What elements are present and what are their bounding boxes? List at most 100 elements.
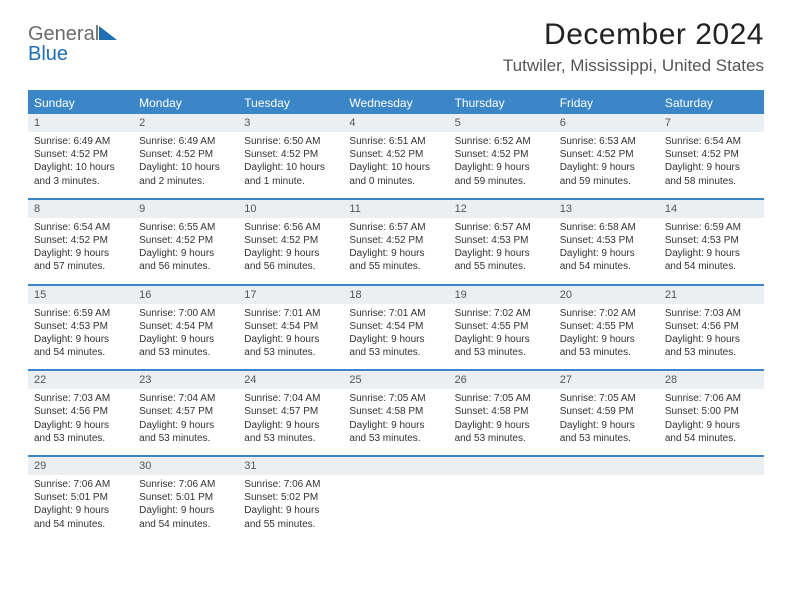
detail-line-d2: and 53 minutes. — [455, 432, 548, 445]
day-cell: 22Sunrise: 7:03 AMSunset: 4:56 PMDayligh… — [28, 371, 133, 455]
day-number — [659, 457, 764, 475]
day-number: 14 — [659, 200, 764, 218]
detail-line-d2: and 59 minutes. — [560, 175, 653, 188]
detail-line-sr: Sunrise: 7:06 AM — [139, 478, 232, 491]
detail-line-d1: Daylight: 10 hours — [244, 161, 337, 174]
detail-line-d1: Daylight: 9 hours — [455, 247, 548, 260]
dow-monday: Monday — [133, 92, 238, 114]
detail-line-d2: and 0 minutes. — [349, 175, 442, 188]
detail-line-ss: Sunset: 4:57 PM — [244, 405, 337, 418]
detail-line-ss: Sunset: 4:59 PM — [560, 405, 653, 418]
detail-line-sr: Sunrise: 7:05 AM — [560, 392, 653, 405]
detail-line-d2: and 53 minutes. — [139, 432, 232, 445]
day-number — [343, 457, 448, 475]
detail-line-sr: Sunrise: 6:49 AM — [34, 135, 127, 148]
detail-line-d2: and 1 minute. — [244, 175, 337, 188]
detail-line-d1: Daylight: 9 hours — [560, 247, 653, 260]
detail-line-sr: Sunrise: 7:00 AM — [139, 307, 232, 320]
day-cell: 29Sunrise: 7:06 AMSunset: 5:01 PMDayligh… — [28, 457, 133, 541]
detail-line-d2: and 59 minutes. — [455, 175, 548, 188]
day-number: 26 — [449, 371, 554, 389]
week-row: 29Sunrise: 7:06 AMSunset: 5:01 PMDayligh… — [28, 455, 764, 541]
detail-line-d2: and 54 minutes. — [34, 518, 127, 531]
detail-line-ss: Sunset: 4:56 PM — [34, 405, 127, 418]
day-cell: 30Sunrise: 7:06 AMSunset: 5:01 PMDayligh… — [133, 457, 238, 541]
day-cell: 15Sunrise: 6:59 AMSunset: 4:53 PMDayligh… — [28, 286, 133, 370]
day-cell: 6Sunrise: 6:53 AMSunset: 4:52 PMDaylight… — [554, 114, 659, 198]
day-number: 20 — [554, 286, 659, 304]
day-details: Sunrise: 7:05 AMSunset: 4:59 PMDaylight:… — [554, 389, 659, 455]
detail-line-ss: Sunset: 4:58 PM — [349, 405, 442, 418]
detail-line-sr: Sunrise: 6:52 AM — [455, 135, 548, 148]
day-details: Sunrise: 6:59 AMSunset: 4:53 PMDaylight:… — [659, 218, 764, 284]
day-cell — [659, 457, 764, 541]
detail-line-d2: and 56 minutes. — [139, 260, 232, 273]
detail-line-ss: Sunset: 4:53 PM — [665, 234, 758, 247]
detail-line-d2: and 53 minutes. — [560, 346, 653, 359]
day-number: 19 — [449, 286, 554, 304]
day-number: 8 — [28, 200, 133, 218]
detail-line-d2: and 57 minutes. — [34, 260, 127, 273]
day-details: Sunrise: 6:50 AMSunset: 4:52 PMDaylight:… — [238, 132, 343, 198]
detail-line-d2: and 53 minutes. — [560, 432, 653, 445]
brand-text: General Blue — [28, 24, 99, 64]
detail-line-d2: and 54 minutes. — [665, 260, 758, 273]
detail-line-d2: and 53 minutes. — [665, 346, 758, 359]
detail-line-d1: Daylight: 10 hours — [139, 161, 232, 174]
day-cell: 11 Sunrise: 6:57 AMSunset: 4:52 PMDayligh… — [343, 200, 448, 284]
detail-line-sr: Sunrise: 6:57 AM — [349, 221, 442, 234]
detail-line-ss: Sunset: 4:57 PM — [139, 405, 232, 418]
detail-line-ss: Sunset: 4:53 PM — [455, 234, 548, 247]
detail-line-sr: Sunrise: 6:54 AM — [665, 135, 758, 148]
detail-line-d2: and 2 minutes. — [139, 175, 232, 188]
detail-line-d2: and 53 minutes. — [244, 432, 337, 445]
day-details: Sunrise: 6:51 AMSunset: 4:52 PMDaylight:… — [343, 132, 448, 198]
detail-line-sr: Sunrise: 7:05 AM — [455, 392, 548, 405]
detail-line-sr: Sunrise: 7:06 AM — [665, 392, 758, 405]
day-number: 13 — [554, 200, 659, 218]
detail-line-ss: Sunset: 4:54 PM — [244, 320, 337, 333]
detail-line-d2: and 53 minutes. — [34, 432, 127, 445]
day-details: Sunrise: 6:59 AMSunset: 4:53 PMDaylight:… — [28, 304, 133, 370]
day-cell: 12Sunrise: 6:57 AMSunset: 4:53 PMDayligh… — [449, 200, 554, 284]
detail-line-sr: Sunrise: 6:49 AM — [139, 135, 232, 148]
detail-line-d1: Daylight: 9 hours — [349, 247, 442, 260]
detail-line-d2: and 53 minutes. — [349, 432, 442, 445]
day-cell: 26Sunrise: 7:05 AMSunset: 4:58 PMDayligh… — [449, 371, 554, 455]
brand-logo: General Blue — [28, 18, 117, 64]
day-cell: 9Sunrise: 6:55 AMSunset: 4:52 PMDaylight… — [133, 200, 238, 284]
week-row: 15Sunrise: 6:59 AMSunset: 4:53 PMDayligh… — [28, 284, 764, 370]
detail-line-sr: Sunrise: 6:54 AM — [34, 221, 127, 234]
day-number: 23 — [133, 371, 238, 389]
detail-line-d2: and 55 minutes. — [349, 260, 442, 273]
page-title: December 2024 — [503, 18, 764, 52]
detail-line-d2: and 54 minutes. — [34, 346, 127, 359]
day-details: Sunrise: 6:53 AMSunset: 4:52 PMDaylight:… — [554, 132, 659, 198]
day-cell: 16Sunrise: 7:00 AMSunset: 4:54 PMDayligh… — [133, 286, 238, 370]
day-details: Sunrise: 7:06 AMSunset: 5:02 PMDaylight:… — [238, 475, 343, 541]
dow-thursday: Thursday — [449, 92, 554, 114]
detail-line-ss: Sunset: 4:52 PM — [244, 148, 337, 161]
detail-line-sr: Sunrise: 6:57 AM — [455, 221, 548, 234]
day-details: Sunrise: 6:54 AMSunset: 4:52 PMDaylight:… — [28, 218, 133, 284]
detail-line-sr: Sunrise: 7:04 AM — [244, 392, 337, 405]
detail-line-d2: and 55 minutes. — [455, 260, 548, 273]
day-cell: 18Sunrise: 7:01 AMSunset: 4:54 PMDayligh… — [343, 286, 448, 370]
detail-line-d2: and 53 minutes. — [455, 346, 548, 359]
day-number: 15 — [28, 286, 133, 304]
day-cell: 19Sunrise: 7:02 AMSunset: 4:55 PMDayligh… — [449, 286, 554, 370]
detail-line-ss: Sunset: 4:52 PM — [349, 148, 442, 161]
calendar-page: General Blue December 2024 Tutwiler, Mis… — [0, 0, 792, 541]
detail-line-ss: Sunset: 4:55 PM — [560, 320, 653, 333]
detail-line-ss: Sunset: 4:52 PM — [349, 234, 442, 247]
dow-friday: Friday — [554, 92, 659, 114]
day-details: Sunrise: 7:06 AMSunset: 5:01 PMDaylight:… — [28, 475, 133, 541]
day-number: 11 — [343, 200, 448, 218]
week-row: 8Sunrise: 6:54 AMSunset: 4:52 PMDaylight… — [28, 198, 764, 284]
day-number: 10 — [238, 200, 343, 218]
day-cell: 23Sunrise: 7:04 AMSunset: 4:57 PMDayligh… — [133, 371, 238, 455]
location-subtitle: Tutwiler, Mississippi, United States — [503, 56, 764, 76]
week-row: 1Sunrise: 6:49 AMSunset: 4:52 PMDaylight… — [28, 114, 764, 198]
day-cell: 14Sunrise: 6:59 AMSunset: 4:53 PMDayligh… — [659, 200, 764, 284]
day-details — [659, 475, 764, 531]
